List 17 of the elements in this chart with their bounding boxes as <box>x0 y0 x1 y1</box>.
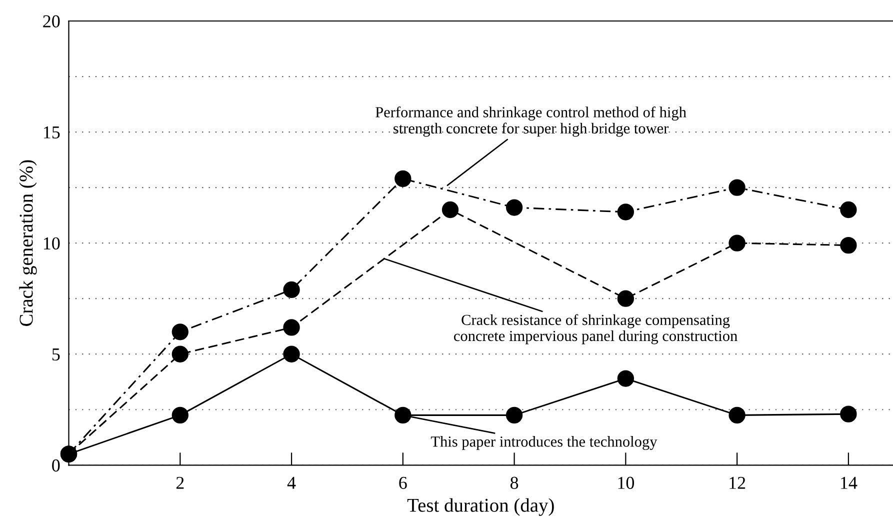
x-tick-label: 8 <box>510 476 518 489</box>
x-tick-label: 14 <box>841 476 858 489</box>
y-tick-label: 0 <box>52 459 60 472</box>
x-tick-label: 4 <box>287 476 296 489</box>
y-tick-label: 10 <box>44 237 60 250</box>
y-tick-label: 5 <box>52 348 60 361</box>
y-tick-label: 15 <box>44 126 60 138</box>
annotation: Performance and shrinkage control method of high strength concrete for super high bridge tower <box>376 106 686 137</box>
annotation: This paper introduces the technology <box>430 436 658 450</box>
y-axis-title: Crack generation (%) <box>19 160 37 326</box>
x-tick-label: 10 <box>618 476 634 489</box>
x-tick-label: 12 <box>730 476 746 489</box>
y-tick-label: 20 <box>43 15 60 28</box>
x-axis-title: Test duration (day) <box>407 498 554 516</box>
annotation: Crack resistance of shrinkage compensating concrete impervious panel during construction <box>454 314 738 344</box>
x-tick-label: 6 <box>399 476 407 489</box>
x-tick-label: 2 <box>176 476 184 489</box>
